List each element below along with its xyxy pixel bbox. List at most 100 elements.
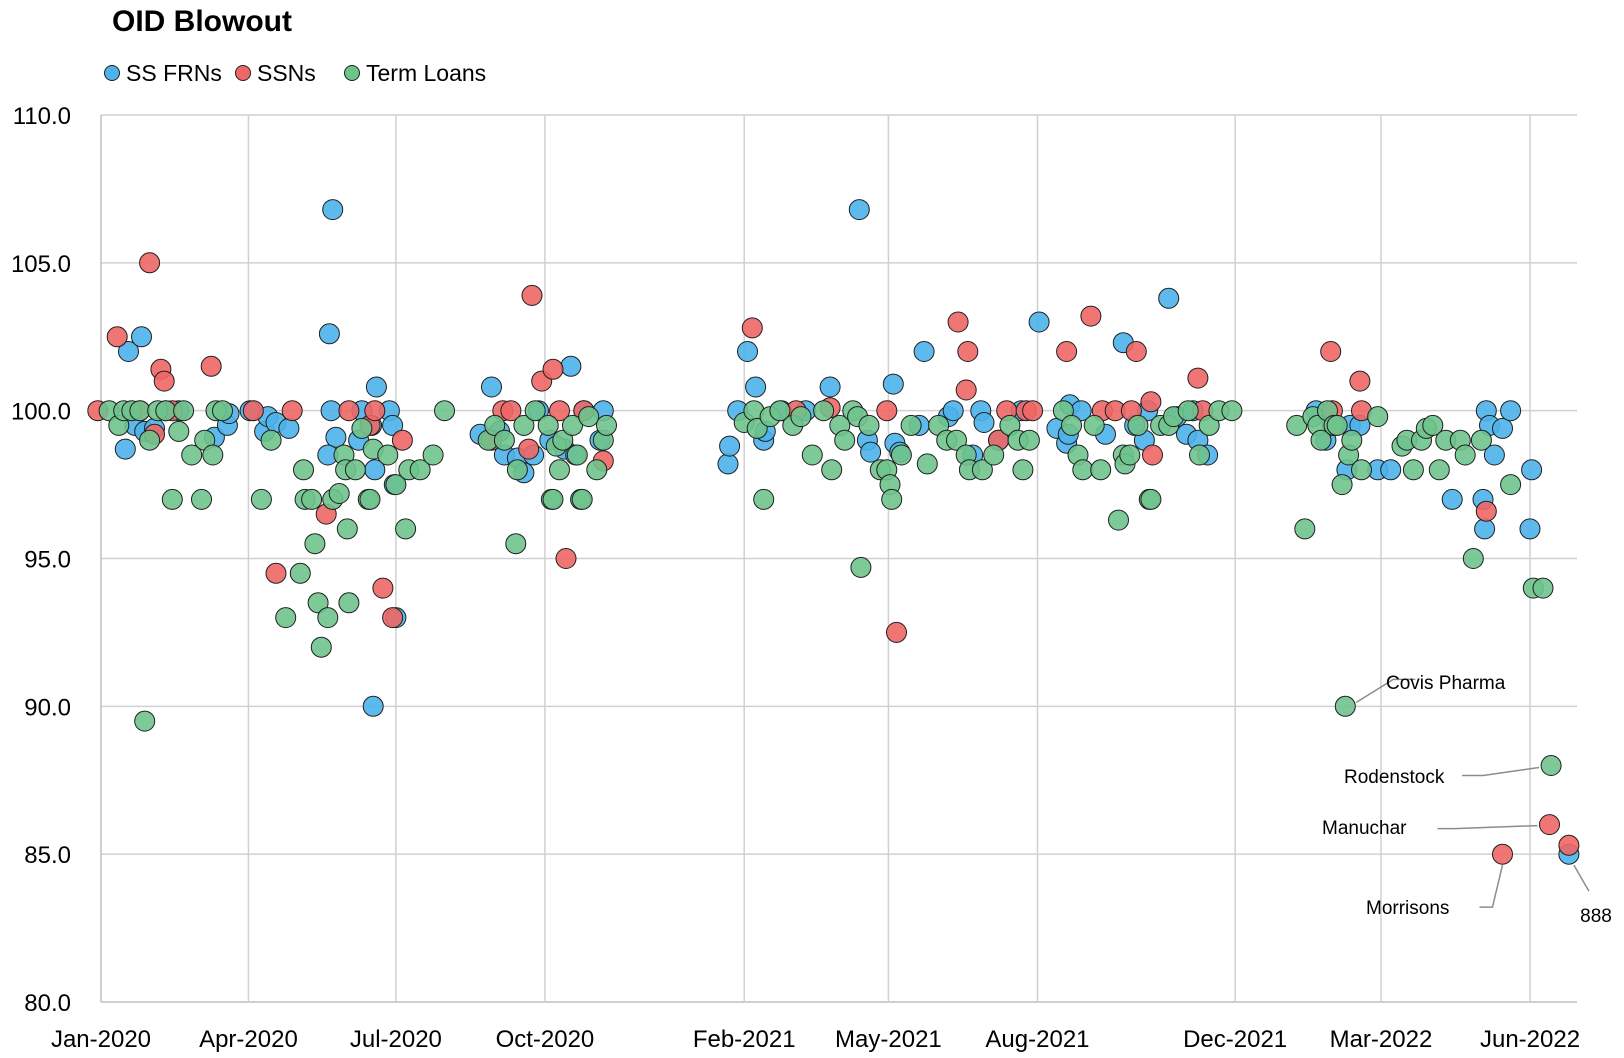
point-ss-frns — [1441, 488, 1463, 510]
point-ss-frns — [1028, 311, 1050, 333]
x-tick-label: Feb-2021 — [693, 1026, 796, 1053]
point-term-loans — [293, 459, 314, 481]
point-term-loans — [1326, 414, 1348, 436]
x-tick-label: Apr-2020 — [199, 1026, 298, 1053]
x-axis-ticks: Jan-2020 Apr-2020 Jul-2020 Oct-2020 Feb-2021… — [51, 1026, 1580, 1053]
point-term-loans — [1221, 400, 1243, 422]
point-term-loans — [155, 400, 177, 422]
legend-label: Term Loans — [366, 60, 486, 86]
point-term-loans — [250, 488, 272, 510]
point-term-loans — [1090, 459, 1112, 481]
point-ssns — [957, 341, 979, 362]
point-term-loans — [881, 488, 903, 510]
point-term-loans — [191, 488, 212, 510]
point-ssns — [1187, 367, 1209, 389]
point-term-loans — [1061, 414, 1082, 436]
y-axis-ticks: 80.0 85.0 90.0 95.0 100.0 105.0 110.0 — [11, 103, 71, 1017]
point-term-loans — [338, 592, 360, 614]
x-tick-label: Jun-2022 — [1480, 1026, 1580, 1053]
point-term-loans — [916, 453, 938, 475]
point-ssns — [1558, 834, 1580, 856]
point-ss-frns — [719, 435, 741, 457]
chart-title: OID Blowout — [112, 5, 292, 38]
point-ss-frns — [848, 199, 870, 221]
point-ssns — [886, 621, 907, 643]
point-term-loans — [586, 459, 608, 481]
point-ss-frns — [362, 695, 384, 717]
point-ss-frns — [114, 438, 136, 460]
point-ssns — [391, 429, 413, 451]
y-tick-label: 85.0 — [24, 842, 71, 869]
point-term-loans — [139, 429, 161, 451]
point-ssns — [1320, 341, 1342, 362]
point-term-loans — [359, 488, 381, 510]
point-ssns — [518, 438, 540, 460]
point-ss-frns — [819, 376, 841, 398]
point-term-loans — [813, 400, 835, 422]
x-tick-label: Jul-2020 — [350, 1026, 442, 1053]
point-ssns — [1125, 341, 1147, 362]
y-tick-label: 100.0 — [11, 399, 71, 426]
point-term-loans — [212, 400, 233, 422]
point-term-loans — [790, 406, 812, 428]
point-ssns — [1349, 370, 1371, 392]
annotation-label: Rodenstock — [1344, 767, 1445, 788]
point-term-loans — [351, 417, 373, 439]
annotation-leader — [1479, 864, 1504, 908]
point-term-loans — [129, 400, 151, 422]
point-ss-frns — [322, 199, 344, 221]
point-term-loans — [168, 420, 190, 442]
legend: SS FRNs SSNs Term Loans — [104, 60, 486, 86]
point-ssns — [1492, 843, 1513, 865]
point-term-loans — [1334, 695, 1356, 717]
point-term-loans — [422, 444, 444, 466]
point-term-loans — [900, 414, 922, 436]
point-term-loans — [1083, 414, 1105, 436]
point-ss-frns — [1380, 459, 1402, 481]
point-term-loans — [524, 400, 546, 422]
point-term-loans — [542, 488, 564, 510]
legend-label: SSNs — [257, 60, 316, 86]
annotation-leader — [1437, 824, 1538, 830]
point-term-loans — [1500, 474, 1522, 496]
y-tick-label: 90.0 — [24, 694, 71, 721]
point-ss-frns — [737, 341, 758, 362]
point-ssns — [338, 400, 360, 422]
point-term-loans — [304, 533, 326, 555]
point-ss-frns — [1483, 444, 1505, 466]
point-term-loans — [1119, 444, 1141, 466]
annotation-leader — [1462, 766, 1540, 777]
point-ssns — [876, 400, 898, 422]
point-term-loans — [260, 429, 282, 451]
annotation-label: Morrisons — [1366, 898, 1449, 919]
legend-marker — [104, 65, 120, 81]
point-ssns — [947, 311, 969, 333]
point-ssns — [382, 607, 404, 629]
point-term-loans — [506, 459, 528, 481]
point-term-loans — [566, 444, 588, 466]
annotation-leader — [1573, 864, 1590, 892]
x-tick-label: Aug-2021 — [985, 1026, 1089, 1053]
point-term-loans — [1331, 474, 1353, 496]
y-tick-label: 105.0 — [11, 251, 71, 278]
y-tick-label: 80.0 — [24, 990, 71, 1017]
point-ss-frns — [1492, 417, 1513, 439]
point-term-loans — [181, 444, 203, 466]
point-ssns — [1142, 444, 1163, 466]
point-term-loans — [484, 414, 506, 436]
point-ssns — [521, 284, 543, 306]
point-term-loans — [983, 444, 1005, 466]
point-ss-frns — [1158, 287, 1180, 309]
point-ssns — [741, 317, 763, 339]
point-ss-frns — [942, 400, 964, 422]
point-ss-frns — [365, 376, 387, 398]
point-ssns — [542, 358, 564, 380]
point-ss-frns — [318, 323, 340, 345]
point-ss-frns — [1474, 518, 1496, 540]
point-ss-frns — [481, 376, 502, 398]
annotation-leader — [1355, 678, 1416, 703]
point-term-loans — [409, 459, 431, 481]
point-term-loans — [1402, 459, 1424, 481]
point-ssns — [372, 577, 394, 599]
